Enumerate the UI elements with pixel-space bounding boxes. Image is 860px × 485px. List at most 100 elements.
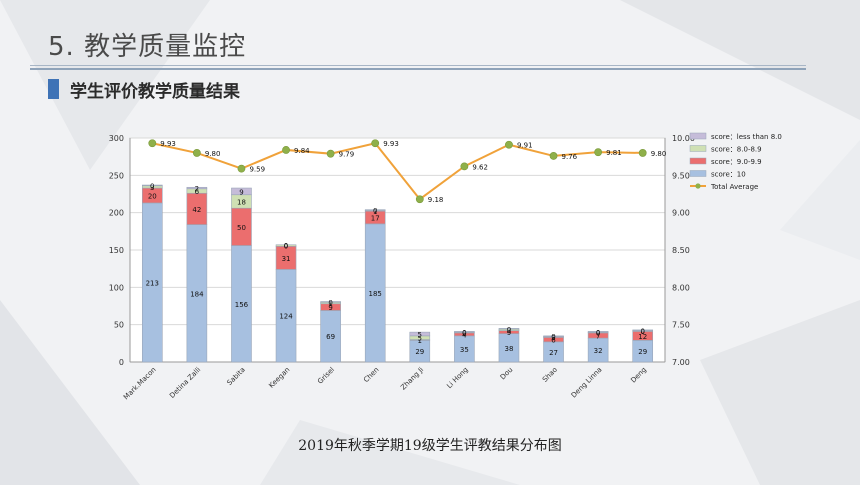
average-marker <box>282 146 290 154</box>
legend-swatch <box>689 145 707 152</box>
bar-data-label: 0 <box>462 330 466 338</box>
bar-data-label: 31 <box>282 255 291 263</box>
legend-label: score：10 <box>711 171 746 179</box>
bar-segment <box>141 184 163 187</box>
bar-data-label: 9 <box>239 188 243 196</box>
bar-data-label: 1 <box>373 208 377 216</box>
bar-data-label: 9 <box>328 304 332 312</box>
section-heading: 学生评价教学质量结果 <box>70 82 240 102</box>
average-label: 9.80 <box>651 150 667 158</box>
y2-tick-label: 9.00 <box>672 209 690 218</box>
bar-data-label: 213 <box>146 279 159 287</box>
bar-data-label: 0 <box>284 243 288 251</box>
bar-data-label: 5 <box>418 331 422 339</box>
average-marker <box>549 152 558 160</box>
bar-segment <box>320 301 341 303</box>
average-line <box>152 142 643 201</box>
bar-data-label: 1 <box>418 337 422 345</box>
y-tick-label: 100 <box>109 283 124 292</box>
bar-data-label: 35 <box>460 346 469 354</box>
average-marker <box>237 164 246 173</box>
bar-data-label: 0 <box>328 299 332 307</box>
bar-data-label: 29 <box>415 348 424 356</box>
bar-data-label: 0 <box>462 329 466 337</box>
bar-data-label: 9 <box>507 329 511 337</box>
legend-line-marker <box>695 183 701 189</box>
average-label: 9.81 <box>606 149 622 157</box>
legend-swatch <box>689 157 707 165</box>
average-label: 9.93 <box>160 140 176 148</box>
legend-swatch <box>689 170 707 177</box>
bar-data-label: 42 <box>192 206 201 214</box>
average-marker <box>326 149 335 158</box>
x-tick-label: Deng Linna <box>570 366 604 400</box>
bar-data-label: 5 <box>418 335 422 343</box>
bar-data-label: 50 <box>237 224 246 232</box>
bar-data-label: 0 <box>596 330 600 338</box>
x-tick-label: Shao <box>541 366 559 384</box>
bar-data-label: 0 <box>373 207 377 215</box>
legend-label: score：9.0-9.9 <box>711 158 762 166</box>
legend-label: score：less than 8.0 <box>711 133 782 141</box>
average-marker <box>371 139 380 148</box>
bar-segment <box>632 329 654 331</box>
bar-data-label: 0 <box>640 328 644 336</box>
x-tick-label: Chen <box>362 366 380 384</box>
average-marker <box>594 148 603 157</box>
bar-data-label: 0 <box>507 326 511 334</box>
bar-segment <box>587 331 609 333</box>
average-label: 9.84 <box>294 147 310 155</box>
legend-label: score：8.0-8.9 <box>711 146 762 154</box>
average-label: 9.62 <box>472 163 488 171</box>
legend-label: Total Average <box>710 183 758 191</box>
y2-tick-label: 7.50 <box>672 321 690 330</box>
y2-tick-label: 8.50 <box>672 246 690 255</box>
x-tick-label: Mark.Macon <box>122 366 158 402</box>
average-label: 9.80 <box>205 150 221 158</box>
bar-data-label: 3 <box>551 334 555 342</box>
bar-data-label: 32 <box>594 347 603 355</box>
average-label: 9.93 <box>383 140 399 148</box>
bar-data-label: 27 <box>549 349 558 357</box>
bar-segment <box>231 187 252 196</box>
section-marker <box>48 79 59 99</box>
bar-data-label: 0 <box>551 333 555 341</box>
bar-segment <box>186 186 208 190</box>
bar-data-label: 38 <box>504 345 513 353</box>
y-tick-label: 0 <box>119 358 124 367</box>
y-tick-label: 50 <box>114 321 124 330</box>
bar-data-label: 3 <box>150 184 154 192</box>
slide-title: 5. 教学质量监控 <box>48 32 247 62</box>
x-tick-label: Dou <box>499 366 515 382</box>
average-marker <box>638 149 647 157</box>
bar-data-label: 124 <box>279 313 293 321</box>
bar-data-label: 156 <box>235 301 249 309</box>
bar-data-label: 3 <box>507 327 511 335</box>
average-marker <box>505 140 513 149</box>
bar-segment <box>275 244 297 247</box>
average-marker <box>415 195 424 204</box>
average-label: 9.59 <box>249 166 265 174</box>
x-tick-label: Sabita <box>226 366 247 387</box>
bar-segment <box>409 331 431 337</box>
bar-segment <box>364 209 386 211</box>
bar-data-label: 0 <box>284 242 288 250</box>
x-tick-label: Grisel <box>316 366 336 386</box>
bar-data-label: 6 <box>551 337 556 345</box>
x-tick-label: Deng <box>629 366 648 385</box>
y-tick-label: 150 <box>109 246 124 255</box>
bar-segment <box>498 328 520 330</box>
bar-data-label: 4 <box>462 331 467 339</box>
bar-data-label: 17 <box>371 215 380 223</box>
average-label: 9.91 <box>517 142 533 150</box>
x-tick-label: Li Hong <box>445 366 469 390</box>
bar-data-label: 29 <box>638 348 647 356</box>
bar-data-label: 20 <box>148 192 157 200</box>
y2-tick-label: 10.00 <box>672 134 695 143</box>
bar-data-label: 2 <box>195 185 199 193</box>
x-tick-label: Detina Zalli <box>168 366 202 400</box>
x-tick-label: Keegan <box>267 366 291 390</box>
bar-data-label: 0 <box>150 182 154 190</box>
y-tick-label: 250 <box>109 171 124 180</box>
title-divider-thick <box>30 68 806 70</box>
